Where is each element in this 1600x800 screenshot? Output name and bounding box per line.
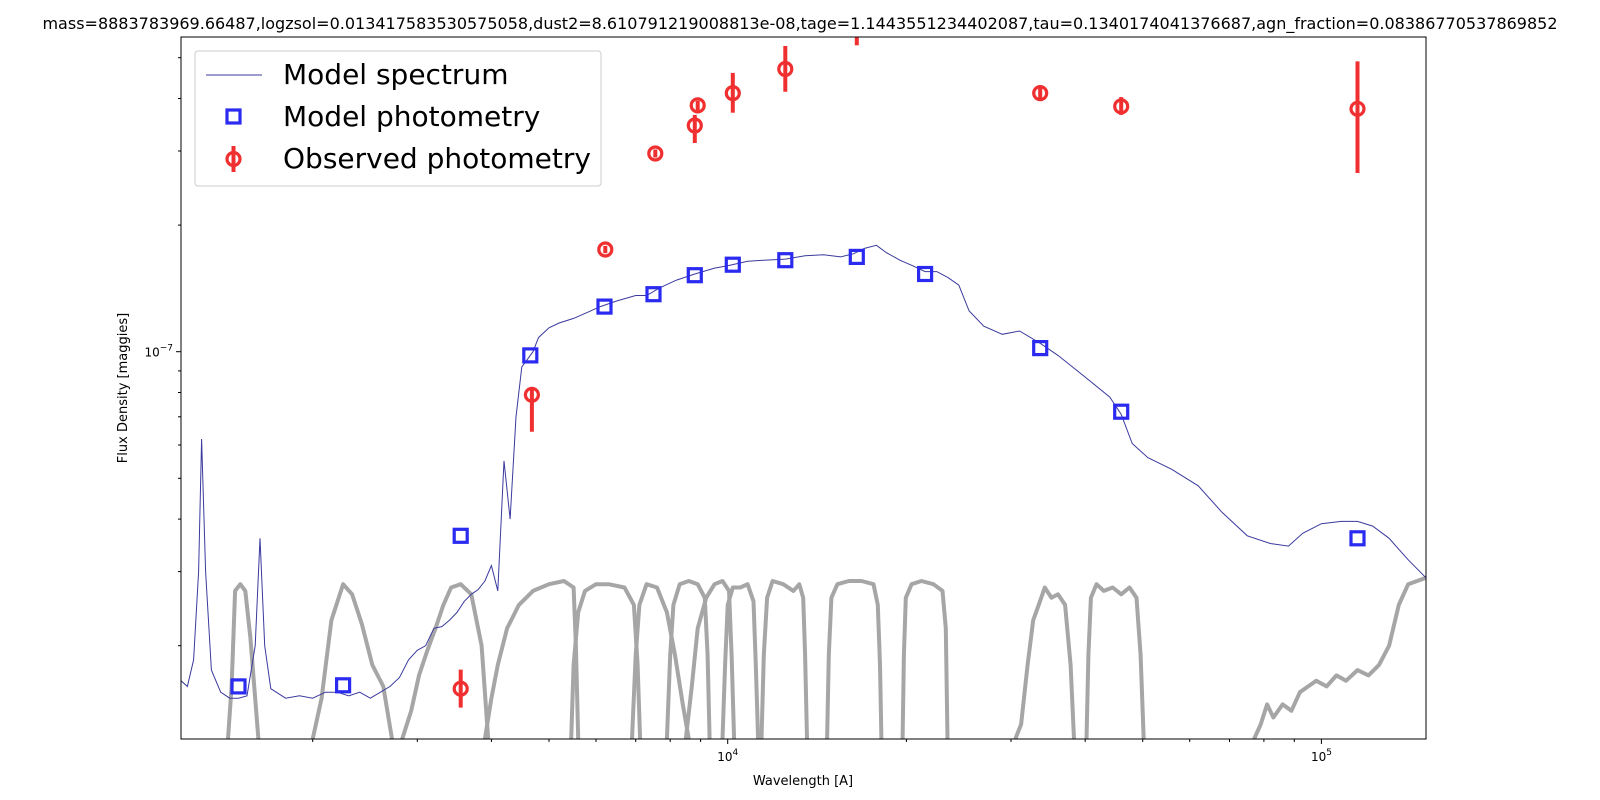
observed-marker (647, 145, 664, 162)
filter-curve-3 (400, 582, 491, 739)
model-photometry-point (916, 265, 934, 283)
observed-marker (686, 117, 703, 134)
plot-frame (180, 36, 1427, 740)
observed-photometry-point (1032, 84, 1049, 102)
observed-photometry-point (1349, 61, 1366, 173)
observed-marker (689, 97, 706, 114)
legend-model-photometry-swatch (225, 108, 242, 125)
filter-curve-9 (720, 582, 761, 739)
model-photometry-point (724, 256, 741, 273)
model-photometry-point (452, 527, 469, 544)
observed-photometry-point (689, 97, 706, 114)
x-axis-label: Wavelength [A] (753, 774, 853, 789)
model-photometry-point (777, 252, 794, 269)
y-tick-label: 10−7 (144, 344, 173, 360)
filter-curve-12 (900, 579, 950, 739)
filter-curve-6 (630, 582, 691, 739)
observed-marker (1113, 98, 1130, 115)
observed-marker (1349, 100, 1366, 117)
model-photometry-point (848, 248, 865, 265)
chart-title: mass=8883783969.66487,logzsol=0.01341758… (42, 14, 1557, 34)
observed-photometry-point (724, 72, 741, 113)
y-axis-label: Flux Density [maggies] (116, 313, 131, 463)
model-photometry-point (522, 347, 539, 364)
observed-photometry-point (1113, 97, 1130, 115)
x-tick-label: 105 (1311, 748, 1332, 764)
legend-entry-model-spectrum: Model spectrum (283, 58, 508, 91)
legend-box (194, 50, 602, 187)
filter-curve-11 (825, 579, 884, 739)
filter-curve-13 (1013, 585, 1076, 739)
model-photometry-point (335, 677, 352, 694)
legend-observed-photometry-swatch (225, 146, 242, 172)
filter-curve-8 (683, 579, 737, 739)
legend-entry-observed-photometry: Observed photometry (283, 142, 591, 175)
observed-photometry-point (686, 114, 703, 143)
model-photometry-point (1113, 403, 1130, 420)
observed-photometry-point (647, 145, 664, 162)
observed-photometry-layer (452, 37, 1366, 708)
filter-curve-4 (482, 579, 581, 739)
model-photometry-point (686, 267, 703, 284)
observed-marker (523, 386, 541, 403)
filter-curve-14 (1084, 582, 1146, 739)
filter-curve-10 (759, 579, 809, 739)
observed-photometry-point (523, 386, 541, 432)
model-photometry-point (596, 298, 613, 315)
observed-photometry-point (854, 37, 859, 46)
model-photometry-point (1032, 340, 1049, 357)
observed-marker (777, 60, 794, 78)
observed-marker (452, 680, 469, 697)
model-photometry-point (230, 678, 247, 695)
legend-entry-model-photometry: Model photometry (283, 100, 540, 133)
observed-photometry-point (597, 241, 614, 258)
model-photometry-point (1349, 530, 1366, 547)
model-photometry-point (645, 286, 662, 303)
model-photometry-layer (230, 248, 1366, 695)
filter-curve-7 (664, 579, 712, 739)
observed-photometry-point (452, 669, 469, 708)
filter-curve-2 (310, 582, 394, 739)
filter-curves-layer (226, 575, 1426, 739)
observed-photometry-point (777, 46, 794, 92)
filter-curve-15 (1252, 575, 1426, 739)
observed-marker (1032, 84, 1049, 102)
observed-marker (724, 84, 741, 102)
observed-marker (597, 241, 614, 258)
x-tick-label: 104 (717, 748, 738, 764)
axis-ticks: 104 105 10−7 (144, 57, 1332, 764)
legend: Model spectrum Model photometry Observed… (194, 50, 602, 187)
